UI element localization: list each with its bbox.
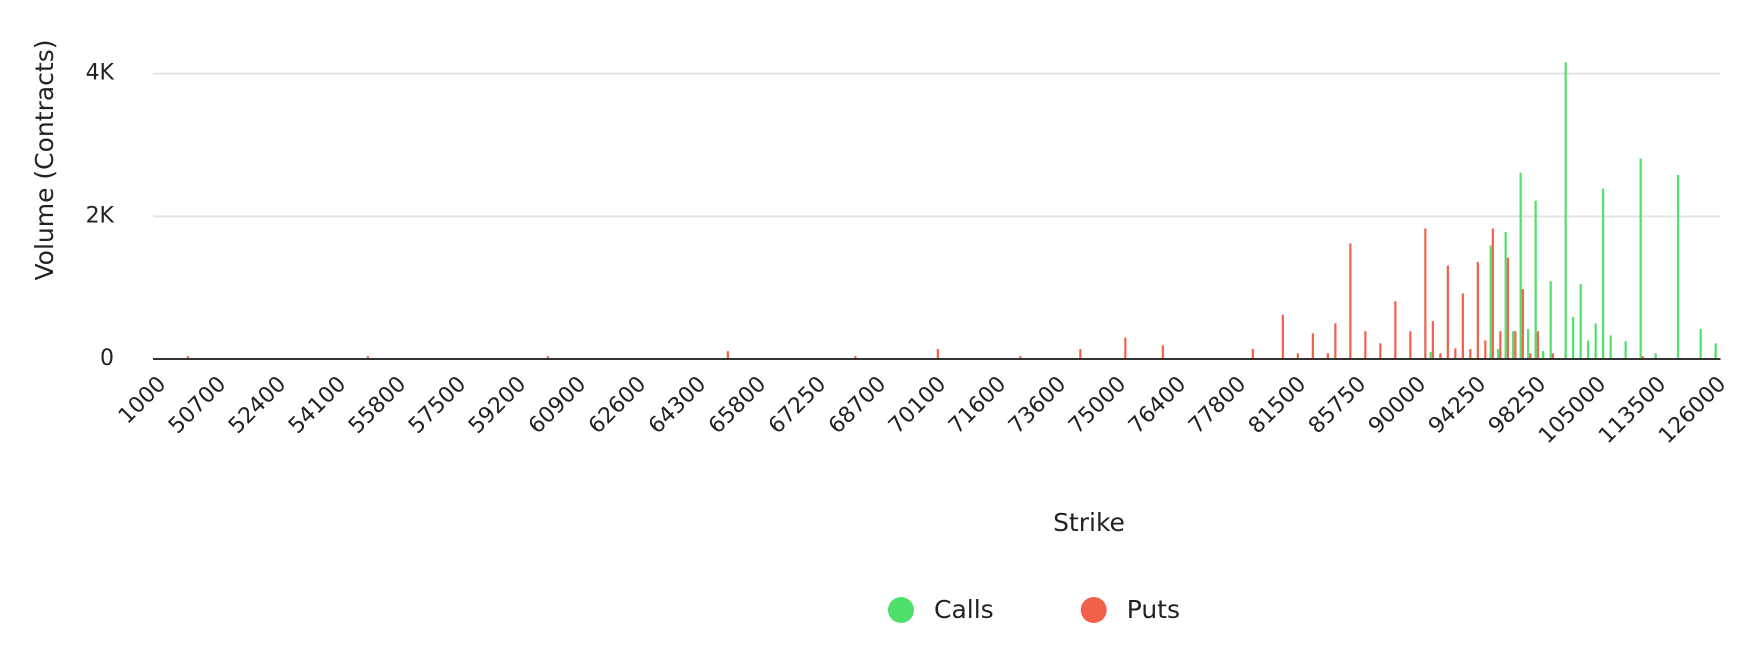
bar	[1364, 331, 1367, 359]
bar	[1439, 353, 1442, 359]
bar	[1504, 232, 1507, 359]
x-tick-label: 68700	[824, 372, 891, 439]
bar	[1326, 353, 1329, 359]
bar	[1454, 348, 1457, 359]
bar	[1594, 323, 1597, 359]
bar	[1334, 323, 1337, 359]
bar	[1379, 343, 1382, 359]
y-tick-label: 2K	[86, 203, 115, 228]
bar	[1349, 243, 1352, 359]
bar	[1529, 353, 1532, 359]
bar	[1506, 257, 1509, 359]
bar	[1079, 349, 1082, 359]
bar	[186, 356, 189, 359]
bar	[854, 356, 857, 359]
bar	[1491, 228, 1494, 359]
bar	[1431, 321, 1434, 359]
bar	[1296, 353, 1299, 359]
bar	[1512, 331, 1515, 359]
x-tick-label: 55800	[344, 372, 411, 439]
bar	[1514, 331, 1517, 359]
bar	[1677, 174, 1680, 359]
bar	[1161, 345, 1164, 359]
legend-label[interactable]: Puts	[1127, 595, 1180, 624]
bar	[1484, 340, 1487, 359]
x-tick-label: 64300	[644, 372, 711, 439]
bar	[1281, 314, 1284, 359]
x-tick-label: 52400	[224, 372, 291, 439]
bar	[1609, 335, 1612, 359]
x-axis-title: Strike	[1053, 508, 1125, 537]
bar	[1572, 316, 1575, 359]
bar	[1521, 289, 1524, 359]
x-tick-label: 57500	[404, 372, 471, 439]
bar	[1499, 331, 1502, 359]
x-tick-label: 73600	[1004, 372, 1071, 439]
bar	[1461, 293, 1464, 359]
bar	[1654, 353, 1657, 359]
bar	[1527, 329, 1530, 359]
x-tick-label: 54100	[284, 372, 351, 439]
bar	[1542, 351, 1545, 359]
bar	[1424, 228, 1427, 359]
bar	[546, 356, 549, 359]
x-tick-label: 50700	[164, 372, 231, 439]
bar	[1311, 333, 1314, 359]
x-tick-label: 67250	[764, 372, 831, 439]
x-tick-label: 71600	[944, 372, 1011, 439]
x-tick-label: 70100	[884, 372, 951, 439]
y-tick-label: 4K	[86, 61, 115, 86]
x-tick-label: 62600	[584, 372, 651, 439]
bar	[1639, 158, 1642, 359]
bar	[726, 351, 729, 359]
bar	[1251, 349, 1254, 359]
bar	[1551, 353, 1554, 359]
bar	[1446, 265, 1449, 359]
bar	[366, 356, 369, 359]
x-tick-label: 76400	[1124, 372, 1191, 439]
bar	[936, 349, 939, 359]
bar	[1476, 261, 1479, 359]
bar	[1714, 343, 1717, 359]
bar	[1536, 331, 1539, 359]
legend-marker[interactable]	[888, 597, 914, 623]
bar	[1602, 188, 1605, 359]
bar	[1019, 356, 1022, 359]
x-tick-label: 77800	[1184, 372, 1251, 439]
x-tick-label: 90000	[1364, 372, 1431, 439]
x-tick-label: 59200	[464, 372, 531, 439]
bar	[1124, 337, 1127, 359]
legend-label[interactable]: Calls	[934, 595, 994, 624]
x-tick-label: 94250	[1424, 372, 1491, 439]
x-tick-label: 65800	[704, 372, 771, 439]
bar	[1564, 62, 1567, 360]
bar	[1579, 284, 1582, 359]
x-tick-label: 1000	[114, 372, 171, 429]
bar	[1469, 349, 1472, 359]
y-axis-title: Volume (Contracts)	[30, 39, 59, 280]
bar	[1409, 331, 1412, 359]
y-tick-label: 0	[100, 346, 114, 371]
bar	[1394, 301, 1397, 359]
bar	[1624, 341, 1627, 359]
bar	[1641, 356, 1644, 359]
x-tick-label: 126000	[1654, 372, 1731, 449]
bar	[1699, 329, 1702, 359]
x-tick-label: 81500	[1244, 372, 1311, 439]
bar	[1549, 281, 1552, 359]
x-tick-label: 75000	[1064, 372, 1131, 439]
bar	[1519, 172, 1522, 359]
bar	[1497, 349, 1500, 359]
bar	[1587, 340, 1590, 359]
bar	[1429, 351, 1432, 359]
x-tick-label: 60900	[524, 372, 591, 439]
x-tick-label: 85750	[1304, 372, 1371, 439]
legend-marker[interactable]	[1080, 597, 1107, 623]
bar	[1489, 245, 1492, 359]
bar	[1534, 200, 1537, 359]
